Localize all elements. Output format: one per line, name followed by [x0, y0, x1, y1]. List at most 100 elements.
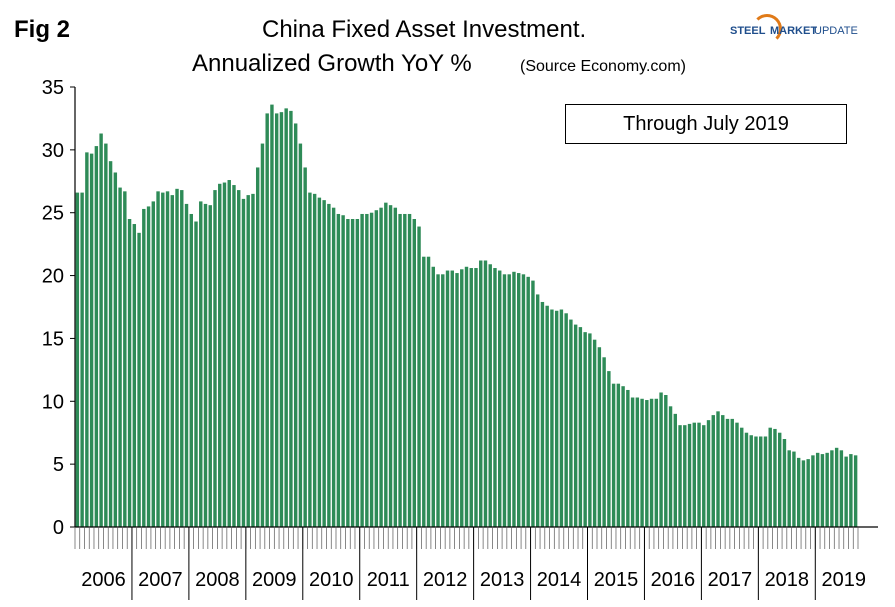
- bar: [483, 260, 488, 527]
- bar: [175, 188, 179, 527]
- bar: [825, 452, 829, 527]
- bar: [630, 397, 635, 527]
- logo-market-text: MARKET: [770, 25, 818, 37]
- bar: [540, 301, 545, 527]
- bar: [213, 190, 217, 527]
- bar: [550, 309, 554, 527]
- figure-label: Fig 2: [14, 16, 71, 43]
- y-tick-label: 20: [42, 266, 64, 288]
- bar: [564, 313, 568, 527]
- bar: [227, 180, 231, 527]
- bar: [218, 183, 222, 528]
- bar: [146, 206, 151, 527]
- bar: [512, 271, 516, 527]
- bar: [422, 256, 426, 527]
- annotation-text: Through July 2019: [623, 112, 789, 135]
- bar: [573, 324, 578, 527]
- logo-arc-icon: [752, 14, 782, 44]
- bar: [75, 192, 80, 527]
- bar: [407, 213, 412, 527]
- bar: [716, 411, 720, 527]
- bar: [293, 123, 298, 528]
- bar: [498, 270, 502, 527]
- bar: [711, 415, 715, 527]
- bar: [284, 108, 288, 528]
- bar: [626, 389, 630, 527]
- bar: [474, 268, 478, 527]
- bar: [94, 146, 99, 527]
- bar: [80, 192, 84, 527]
- bar: [417, 226, 421, 528]
- bar: [531, 280, 535, 527]
- bar: [180, 190, 184, 527]
- bar: [222, 182, 227, 528]
- bar: [725, 418, 730, 527]
- bar: [426, 256, 431, 527]
- bar: [203, 203, 208, 527]
- bar: [730, 418, 734, 527]
- y-tick-label: 10: [42, 391, 64, 413]
- x-year-label: 2006: [81, 569, 126, 591]
- chart-title-line1: China Fixed Asset Investment.: [262, 16, 587, 43]
- bar: [260, 143, 265, 527]
- bar: [369, 212, 374, 527]
- bar: [289, 110, 293, 527]
- steel-market-update-logo: STEEL MARKET UPDATE: [712, 14, 872, 54]
- bar: [241, 198, 246, 527]
- bar: [706, 420, 711, 527]
- bar: [621, 386, 625, 527]
- bar: [298, 143, 303, 527]
- bar: [251, 193, 255, 528]
- bar: [165, 191, 170, 527]
- bar: [792, 451, 796, 527]
- bar: [194, 221, 198, 527]
- bar: [104, 143, 108, 527]
- bar: [645, 400, 649, 527]
- bar: [668, 406, 673, 527]
- bar: [521, 274, 526, 527]
- bar: [445, 270, 450, 527]
- x-year-label: 2008: [195, 569, 240, 591]
- y-tick-label: 35: [42, 77, 64, 99]
- bar: [697, 422, 701, 527]
- bar: [777, 432, 782, 527]
- bar: [132, 224, 137, 527]
- bar: [673, 413, 678, 527]
- bar: [322, 200, 326, 527]
- bar: [388, 205, 393, 528]
- bar: [464, 266, 469, 527]
- bar: [123, 191, 127, 527]
- bar: [488, 264, 492, 527]
- bar: [237, 190, 241, 527]
- bar: [839, 450, 844, 527]
- bar: [749, 435, 753, 527]
- chart-title-line2: Annualized Growth YoY %: [192, 50, 472, 77]
- bar: [85, 152, 89, 527]
- bar: [327, 203, 331, 527]
- bar: [607, 371, 611, 527]
- bar: [583, 332, 587, 527]
- bar: [768, 427, 772, 527]
- bar: [450, 270, 454, 527]
- bar: [431, 266, 435, 527]
- bar: [460, 269, 464, 527]
- bar: [853, 455, 858, 527]
- bar: [199, 201, 203, 527]
- y-tick-label: 0: [53, 517, 64, 539]
- bar: [189, 213, 193, 527]
- bar: [559, 309, 564, 527]
- bar: [616, 383, 621, 527]
- bar: [844, 456, 848, 527]
- x-year-label: 2009: [252, 569, 297, 591]
- bar: [341, 215, 345, 528]
- bar: [787, 450, 791, 527]
- bar: [436, 274, 440, 527]
- bar: [412, 219, 417, 527]
- bar: [683, 425, 687, 527]
- bar: [820, 454, 825, 527]
- bar: [365, 213, 369, 527]
- bar: [806, 459, 810, 527]
- bar: [137, 232, 141, 527]
- bar: [374, 210, 379, 527]
- bar: [270, 104, 274, 527]
